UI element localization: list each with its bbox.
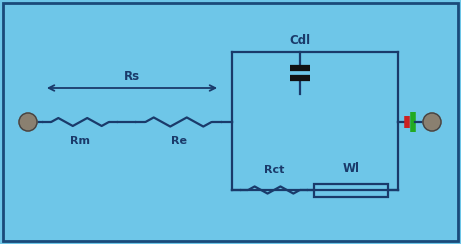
Bar (314, 183, 388, 196)
Circle shape (423, 113, 441, 131)
Text: Rm: Rm (70, 136, 90, 146)
Text: Wl: Wl (343, 162, 360, 175)
Text: Cdl: Cdl (290, 34, 311, 47)
Text: Rs: Rs (124, 70, 140, 83)
Text: Rct: Rct (264, 165, 284, 175)
Circle shape (19, 113, 37, 131)
Text: Re: Re (171, 136, 187, 146)
